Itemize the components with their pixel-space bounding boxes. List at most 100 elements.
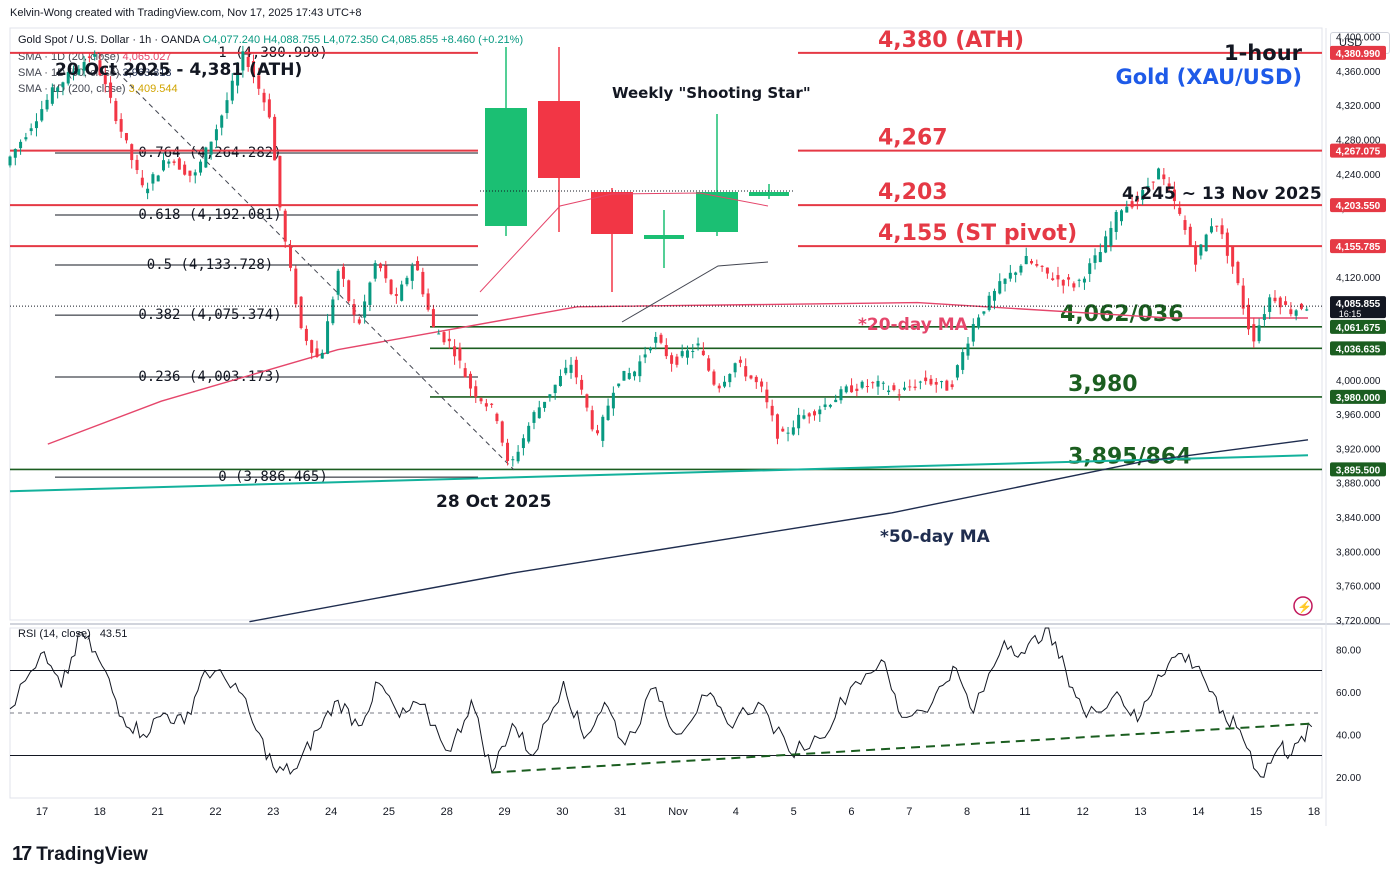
candle-body	[1008, 272, 1012, 279]
candle-body	[257, 75, 261, 89]
candle-body	[1067, 277, 1071, 280]
candle-body	[876, 380, 880, 387]
candle-body	[596, 430, 600, 434]
candle-body	[855, 388, 859, 391]
candle-body	[728, 373, 732, 383]
candle-body	[971, 324, 975, 342]
candle-body	[183, 164, 187, 175]
candle-body	[934, 382, 938, 385]
level-price-tag-text: 4,036.635	[1336, 344, 1381, 355]
sma50-label: SMA · 1D (50, close)	[18, 67, 120, 79]
candle-body	[1194, 246, 1198, 265]
candle-body	[1305, 309, 1309, 311]
footer-brand: TradingView	[36, 843, 148, 865]
candle-body	[1056, 275, 1060, 280]
candle-body	[416, 260, 420, 271]
candle-body	[738, 359, 742, 363]
ma200-line	[9, 454, 1309, 493]
candle-body	[1273, 297, 1277, 302]
level-label: 4,062/036	[1060, 302, 1184, 327]
candle-body	[1146, 185, 1150, 189]
candle-body	[691, 350, 695, 352]
candle-body	[961, 352, 965, 370]
candle-body	[712, 371, 716, 385]
ma20-label: *20-day MA	[858, 315, 969, 335]
ohlc-values: O4,077.240 H4,088.755 L4,072.350 C4,085.…	[202, 34, 524, 46]
candle-body	[648, 347, 652, 351]
time-tick-label: 18	[94, 806, 106, 818]
candle-body	[850, 385, 854, 393]
weekly-candle-body	[644, 235, 684, 239]
level-price-tag-text: 3,980.000	[1336, 393, 1381, 404]
candle-body	[1135, 197, 1139, 202]
candle-body	[140, 177, 144, 186]
candle-body	[553, 384, 557, 394]
candle-body	[511, 459, 515, 461]
level-price-tag-text: 4,267.075	[1336, 147, 1381, 158]
candle-body	[897, 394, 901, 396]
candle-body	[1299, 303, 1303, 309]
candle-body	[304, 328, 308, 341]
price-tick-label: 4,200.000	[1336, 204, 1381, 215]
candle-body	[315, 348, 319, 358]
ma20-line	[47, 301, 1308, 445]
fib-label: 0 (3,886.465)	[218, 469, 328, 485]
rsi-line	[9, 627, 1313, 778]
symbol-name[interactable]: Gold Spot / U.S. Dollar · 1h · OANDA	[18, 34, 200, 46]
price-tick-label: 4,240.000	[1336, 170, 1381, 181]
candle-body	[172, 161, 176, 163]
candle-body	[495, 413, 499, 422]
nov13-annotation: 4,245 ~ 13 Nov 2025	[1122, 184, 1322, 204]
tradingview-logo-icon: 17	[12, 843, 32, 865]
candle-body	[982, 311, 986, 314]
candle-body	[749, 375, 753, 379]
rsi-tick-label: 60.00	[1336, 688, 1361, 699]
currency-button[interactable]: USD	[1330, 32, 1390, 54]
fib-label: 0.618 (4,192.081)	[138, 207, 281, 223]
candle-body	[1151, 181, 1155, 183]
sma20-legend[interactable]: SMA · 1D (20, close) 4,065.027	[18, 51, 171, 63]
candle-body	[1088, 263, 1092, 274]
weekly-ma-line	[479, 192, 769, 293]
pair-annotation: Gold (XAU/USD)	[1115, 65, 1302, 89]
tradingview-footer[interactable]: 17 TradingView	[12, 843, 148, 866]
candle-body	[977, 317, 981, 328]
level-price-tag	[1330, 389, 1386, 404]
candle-body	[913, 386, 917, 388]
price-tick-label: 4,320.000	[1336, 101, 1381, 112]
time-tick-label: 31	[614, 806, 626, 818]
candle-body	[236, 68, 240, 86]
candle-body	[569, 364, 573, 373]
candle-body	[797, 414, 801, 429]
candle-body	[818, 409, 822, 415]
candle-body	[230, 80, 234, 101]
sma20-label: SMA · 1D (20, close)	[18, 51, 120, 63]
candle-body	[447, 338, 451, 342]
time-tick-label: 22	[209, 806, 221, 818]
candle-body	[273, 116, 277, 161]
candle-body	[1051, 278, 1055, 280]
rsi-trendline	[491, 722, 1312, 774]
rsi-tick-label: 40.00	[1336, 730, 1361, 741]
candle-body	[987, 295, 991, 311]
candle-body	[791, 427, 795, 435]
candle-body	[463, 368, 467, 378]
candle-body	[1014, 272, 1018, 275]
sma200-legend[interactable]: SMA · 1D (200, close) 3,409.544	[18, 83, 178, 95]
candle-body	[161, 160, 165, 171]
candle-body	[1072, 283, 1076, 288]
time-tick-label: 29	[498, 806, 510, 818]
candle-body	[1247, 304, 1251, 330]
level-price-tag	[1330, 143, 1386, 158]
candle-body	[966, 343, 970, 356]
candle-body	[781, 428, 785, 432]
time-tick-label: 8	[964, 806, 970, 818]
candle-body	[278, 155, 282, 208]
level-label: 4,380 (ATH)	[878, 28, 1024, 53]
candle-body	[1289, 309, 1293, 315]
sma50-legend[interactable]: SMA · 1D (50, close) 3,963.813	[18, 67, 171, 79]
candle-body	[336, 270, 340, 295]
candle-body	[892, 385, 896, 391]
candle-body	[802, 415, 806, 419]
